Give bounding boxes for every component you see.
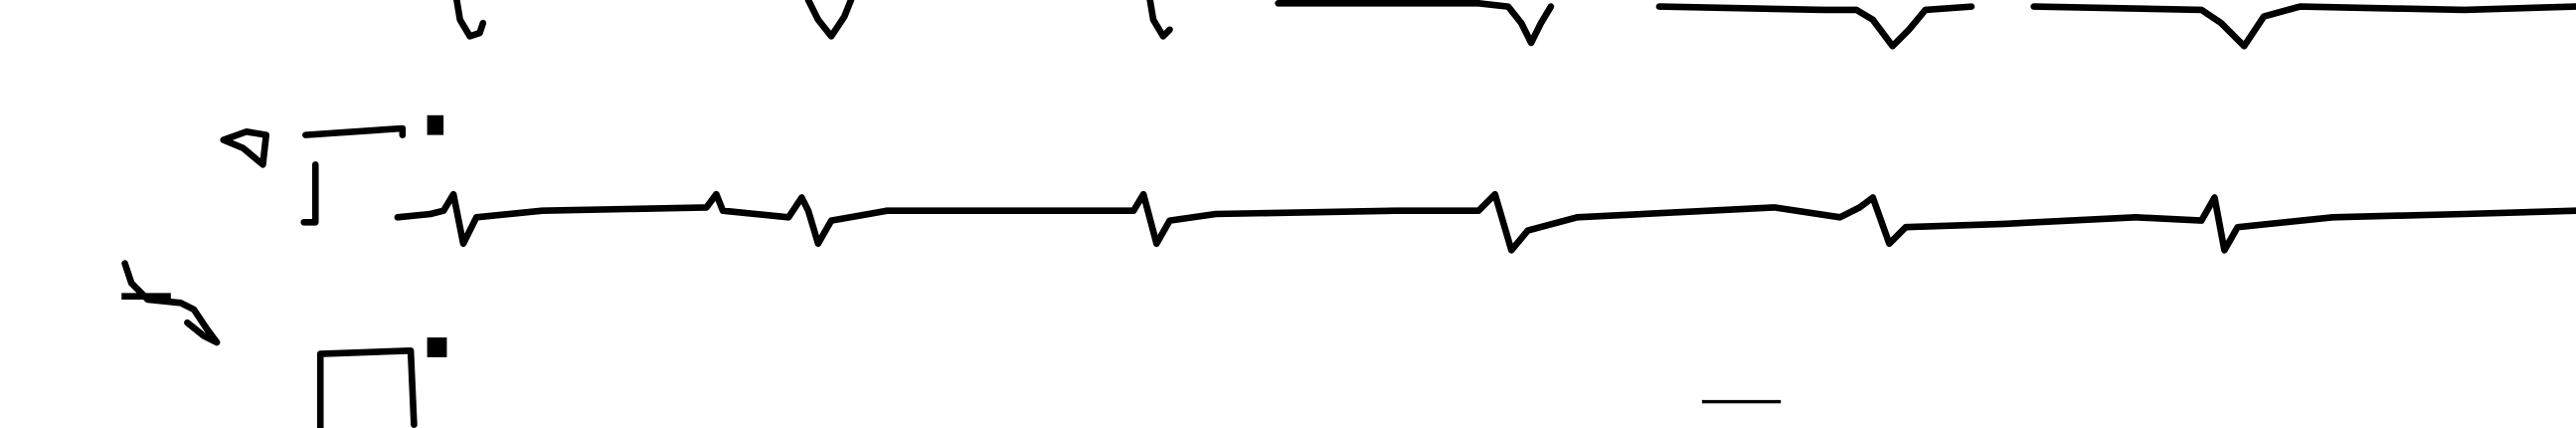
- middle-trace: [220, 114, 2576, 254]
- top-trace: [453, 0, 2576, 50]
- bottom-trace: [121, 260, 1782, 428]
